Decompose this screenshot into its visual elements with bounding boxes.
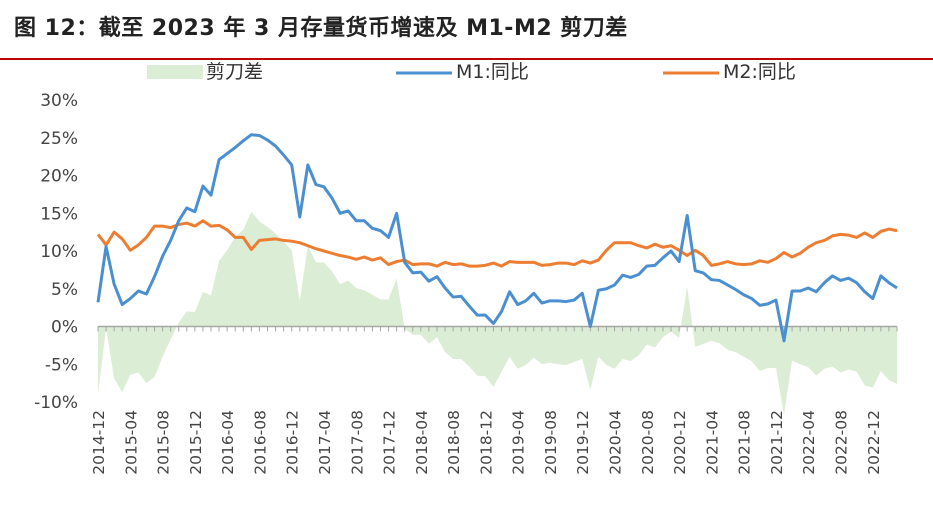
x-tick-label: 2016-12 [284, 410, 302, 475]
x-tick-label: 2016-04 [219, 410, 237, 475]
y-tick-label: 20% [40, 167, 78, 187]
x-tick-label: 2015-12 [187, 410, 205, 475]
x-tick-label: 2020-04 [607, 410, 625, 475]
figure-title: 图 12：截至 2023 年 3 月存量货币增速及 M1-M2 剪刀差 [14, 16, 628, 41]
x-tick-label: 2014-12 [90, 410, 108, 475]
x-axis: 2014-12 2015-04 2015-08 2015-12 2016-04 2016-… [90, 326, 898, 475]
x-tick-label: 2019-04 [510, 410, 528, 475]
x-tick-label: 2018-12 [477, 410, 495, 475]
x-tick-label: 2019-08 [542, 410, 560, 475]
x-tick-label: 2020-08 [639, 410, 657, 475]
title-divider [0, 58, 933, 60]
x-tick-label: 2020-12 [671, 410, 689, 475]
x-tick-label: 2018-04 [413, 410, 431, 475]
legend: 剪刀差 M1:同比 M2:同比 [147, 61, 796, 83]
spread-area [98, 211, 897, 415]
x-tick-label: 2017-04 [316, 410, 334, 475]
y-tick-label: 10% [40, 242, 78, 262]
x-tick-label: 2018-08 [445, 410, 463, 475]
x-tick-label: 2019-12 [574, 410, 592, 475]
y-tick-label: -5% [45, 355, 78, 375]
legend-label-m1: M1:同比 [456, 61, 529, 83]
x-tick-label: 2021-08 [736, 410, 754, 475]
y-tick-label: 25% [40, 129, 78, 149]
x-tick-label: 2021-12 [768, 410, 786, 475]
legend-label-m2: M2:同比 [723, 61, 796, 83]
y-axis: 30% 25% 20% 15% 10% 5% 0% -5% -10% [34, 91, 78, 413]
x-tick-label: 2017-08 [348, 410, 366, 475]
x-tick-label: 2022-04 [800, 410, 818, 475]
legend-swatch-spread [147, 65, 203, 79]
x-tick-label: 2022-12 [865, 410, 883, 475]
x-tick-label: 2015-08 [155, 410, 173, 475]
x-tick-label: 2021-04 [703, 410, 721, 475]
y-tick-label: 30% [40, 91, 78, 111]
m1-series-line [96, 133, 898, 343]
m2-series-line [96, 219, 898, 268]
legend-label-spread: 剪刀差 [206, 61, 263, 83]
y-tick-label: -10% [34, 393, 78, 413]
x-tick-label: 2022-08 [833, 410, 851, 475]
x-tick-label: 2017-12 [381, 410, 399, 475]
x-tick-label: 2016-08 [251, 410, 269, 475]
x-tick-label: 2015-04 [122, 410, 140, 475]
y-tick-label: 15% [40, 204, 78, 224]
y-tick-label: 5% [51, 280, 78, 300]
y-tick-label: 0% [51, 318, 78, 338]
